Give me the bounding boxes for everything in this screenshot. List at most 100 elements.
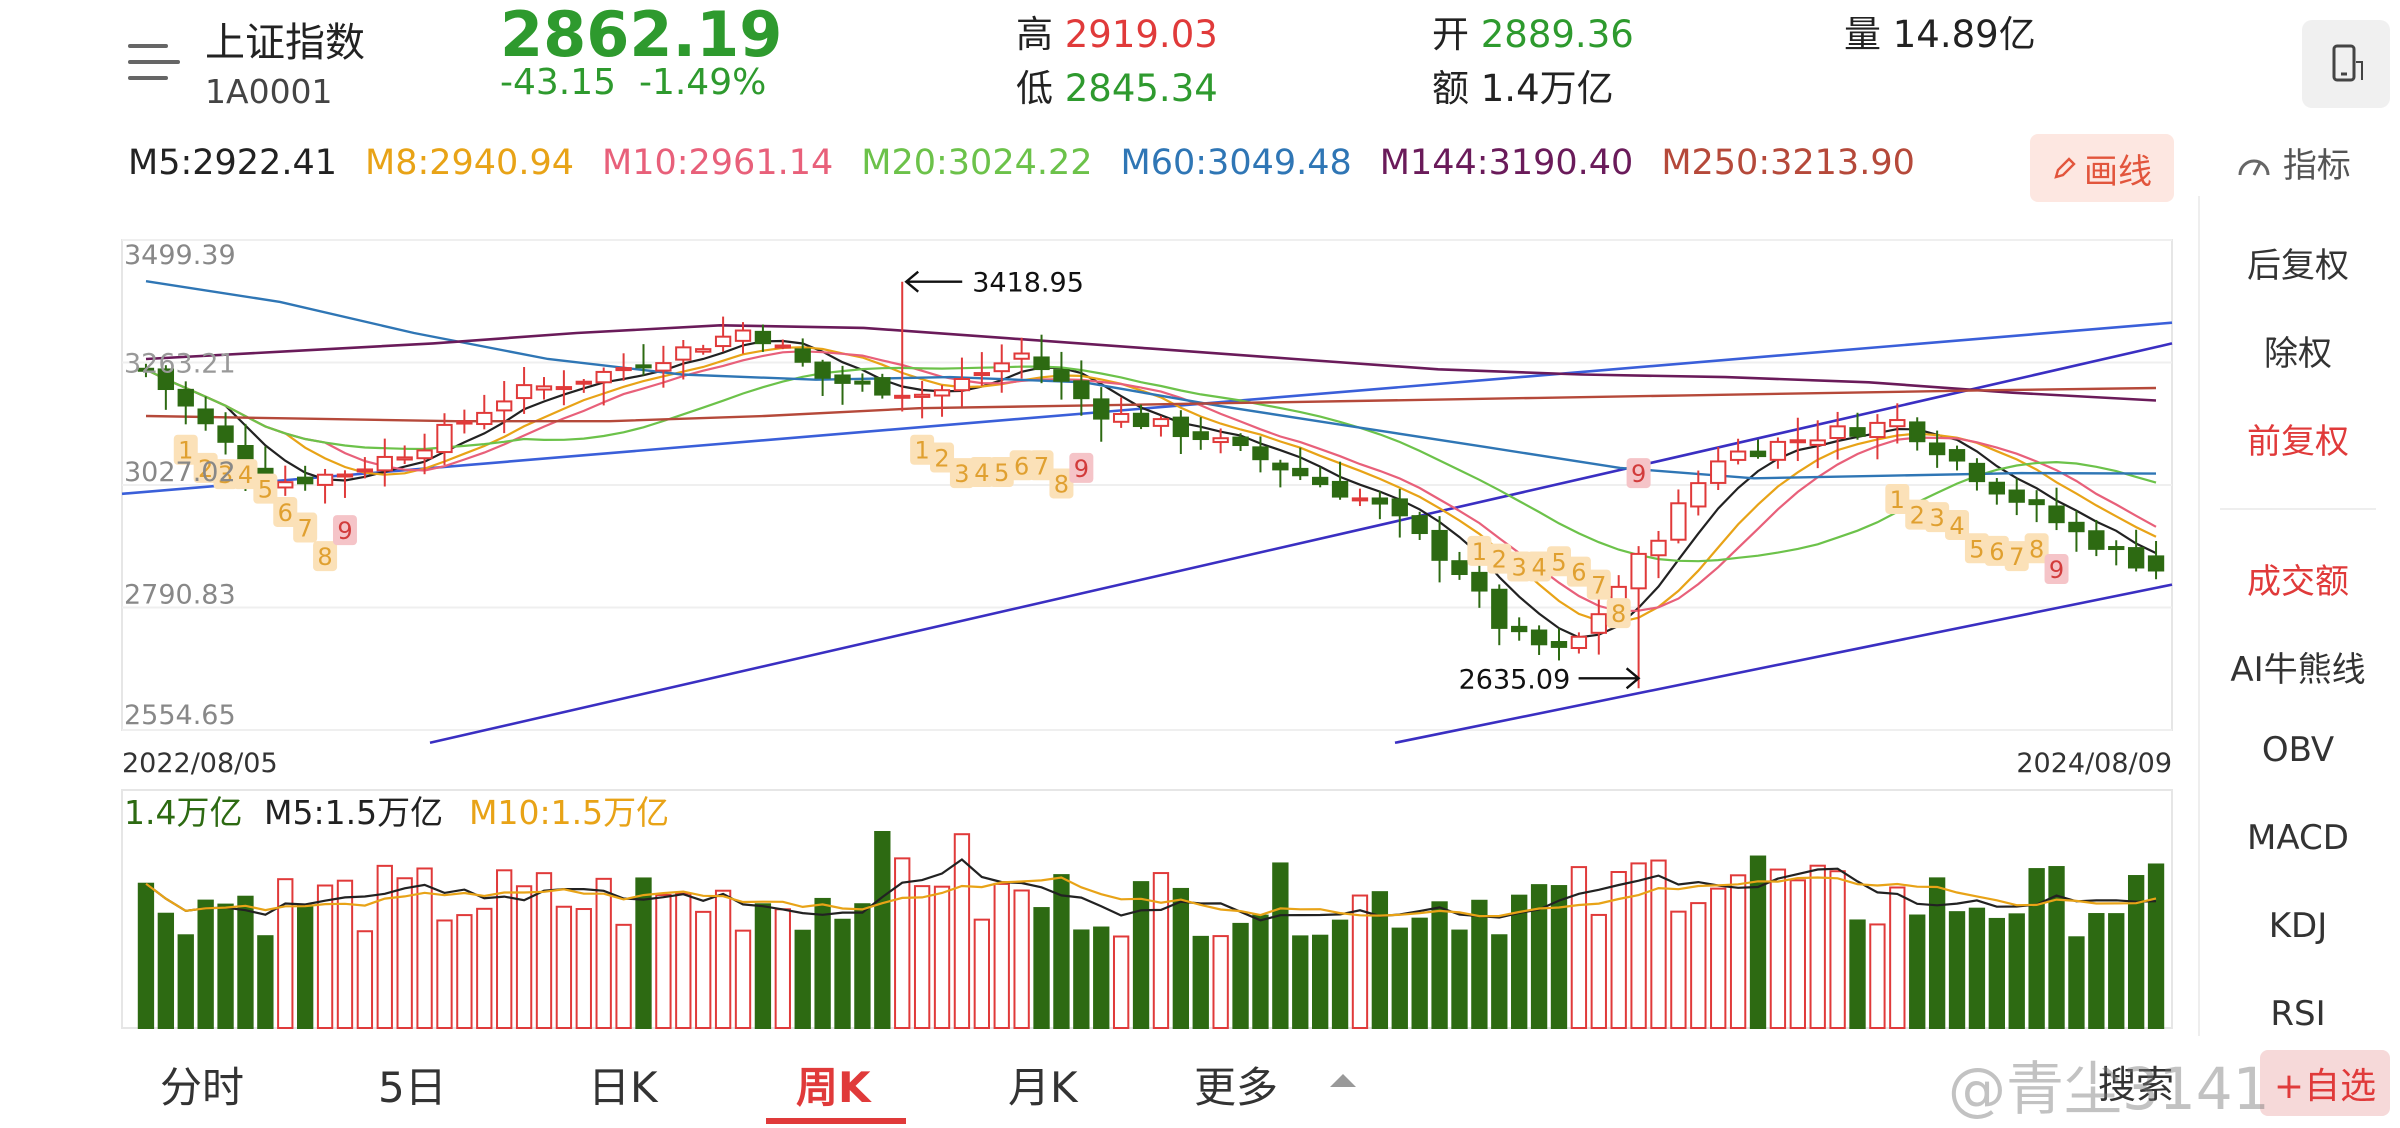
candle-body <box>436 423 453 454</box>
td-mark-label: 7 <box>1591 572 1606 600</box>
volume-bar <box>1013 889 1030 1030</box>
rights-adjust-back-button[interactable]: 后复权 <box>2247 246 2349 286</box>
volume-bar <box>1152 872 1170 1029</box>
volume-bar <box>1590 913 1607 1030</box>
td-mark-label: 2 <box>1910 502 1925 530</box>
ai-bull-bear-button[interactable]: AI牛熊线 <box>2230 650 2366 690</box>
volume-bar <box>734 929 752 1029</box>
td-mark-label: 5 <box>1969 535 1984 563</box>
candle-body <box>1590 613 1607 634</box>
td-mark-bg <box>1606 598 1631 629</box>
active-tab-indicator <box>766 1118 906 1124</box>
volume-bar <box>1988 917 2005 1030</box>
add-watchlist-button[interactable]: +自选 <box>2260 1050 2390 1116</box>
td-mark-label: 1 <box>914 437 929 465</box>
td-mark-bg <box>1069 452 1094 483</box>
tab-weekly-k[interactable]: 周K <box>796 1063 871 1112</box>
search-button[interactable]: 搜索 <box>2098 1063 2175 1107</box>
candle-body <box>854 380 871 385</box>
tab-intraday[interactable]: 分时 <box>160 1063 245 1112</box>
candle-body <box>1729 450 1747 461</box>
volume-bar <box>754 903 772 1030</box>
volume-bar <box>1729 874 1747 1029</box>
phone-rotate-icon <box>2332 44 2363 82</box>
landscape-toggle-button[interactable] <box>2302 20 2390 108</box>
volume-bar <box>1232 922 1249 1029</box>
volume-bar <box>874 831 891 1029</box>
moving-average-legend: M5:2922.41 M8:2940.94 M10:2961.14 M20:3024.… <box>128 143 1943 193</box>
td-mark-label: 1 <box>178 437 193 465</box>
candle-body <box>456 420 473 425</box>
volume-legend-label: 1.4万亿 <box>124 793 242 832</box>
candle-body <box>2088 530 2105 550</box>
candle-body <box>476 411 493 426</box>
candle-body <box>1391 498 1408 517</box>
candle-body <box>2127 547 2145 569</box>
volume-bar <box>336 879 354 1029</box>
indicator-header[interactable]: 指标 <box>2236 138 2351 187</box>
volume-bar <box>396 877 413 1029</box>
volume-bars: 1.4万亿 M5:1.5万亿 M10:1.5万亿 <box>121 789 2173 1030</box>
td-mark-label: 3 <box>1512 553 1527 581</box>
td-mark-bg <box>1009 450 1034 481</box>
volume-bar <box>1431 901 1448 1030</box>
tab-5day[interactable]: 5日 <box>378 1063 447 1112</box>
ma-line <box>145 365 2157 563</box>
volume-bar <box>1530 884 1548 1029</box>
menu-icon[interactable] <box>128 42 180 84</box>
tab-monthly-k[interactable]: 月K <box>1008 1063 1078 1112</box>
td-mark-label: 8 <box>2029 535 2044 563</box>
td-mark-label: 7 <box>1034 452 1049 480</box>
ex-rights-button[interactable]: 除权 <box>2264 334 2332 374</box>
candle-body <box>1112 413 1130 423</box>
candle-body <box>1172 416 1190 438</box>
td-mark-label: 8 <box>1054 470 1069 498</box>
volume-bar <box>1650 859 1667 1029</box>
volume-legend-label: M5:1.5万亿 <box>264 793 443 832</box>
tab-daily-k[interactable]: 日K <box>588 1063 658 1112</box>
candle-body <box>2028 499 2045 506</box>
candle-body <box>894 394 911 399</box>
td-mark-bg <box>1029 450 1054 481</box>
volume-bar <box>1570 866 1588 1029</box>
volume-bar <box>416 867 433 1030</box>
candle-body <box>1451 560 1468 576</box>
draw-line-button[interactable]: 画线 <box>2030 134 2174 202</box>
caret-up-icon[interactable] <box>1330 1074 1356 1087</box>
td-mark-bg <box>969 457 994 488</box>
moving-average-lines <box>145 280 2157 639</box>
candle-body <box>1889 419 1906 428</box>
volume-bar <box>675 892 692 1029</box>
candle-body <box>1909 421 1926 443</box>
rights-adjust-forward-button[interactable]: 前复权 <box>2247 422 2349 462</box>
volume-bar <box>615 923 632 1029</box>
td-mark-bg <box>1507 551 1532 582</box>
td-mark-label: 2 <box>934 445 949 473</box>
volume-bar <box>436 919 453 1030</box>
volume-ma10-line <box>145 876 2157 918</box>
volume-bar <box>774 908 791 1030</box>
kdj-button[interactable]: KDJ <box>2268 906 2328 946</box>
candle-body <box>555 386 573 391</box>
volume-bar <box>1451 929 1468 1030</box>
td-mark-bg <box>1945 509 1970 540</box>
volume-bar <box>933 885 951 1030</box>
turnover-indicator-button[interactable]: 成交额 <box>2247 562 2349 602</box>
rsi-button[interactable]: RSI <box>2270 994 2326 1034</box>
candle-body <box>1471 571 1488 592</box>
gauge-icon <box>2238 159 2270 176</box>
axis-labels: 3499.39 3027.02 2790.83 2554.65 3263.21 2022/… <box>122 240 2172 779</box>
obv-button[interactable]: OBV <box>2261 730 2335 770</box>
panel-divider <box>2220 508 2376 510</box>
candle-body <box>1093 398 1110 420</box>
candle-body <box>1212 437 1229 444</box>
candle-body <box>1252 446 1269 461</box>
volume-bar <box>1869 923 1886 1030</box>
volume-bar <box>695 910 712 1030</box>
volume-bar <box>1909 914 1926 1029</box>
macd-button[interactable]: MACD <box>2247 818 2349 858</box>
tab-more[interactable]: 更多 <box>1194 1063 1279 1112</box>
y-tick-label: 3263.21 <box>124 348 236 379</box>
ma-label: M144:3190.40 <box>1379 143 1634 183</box>
